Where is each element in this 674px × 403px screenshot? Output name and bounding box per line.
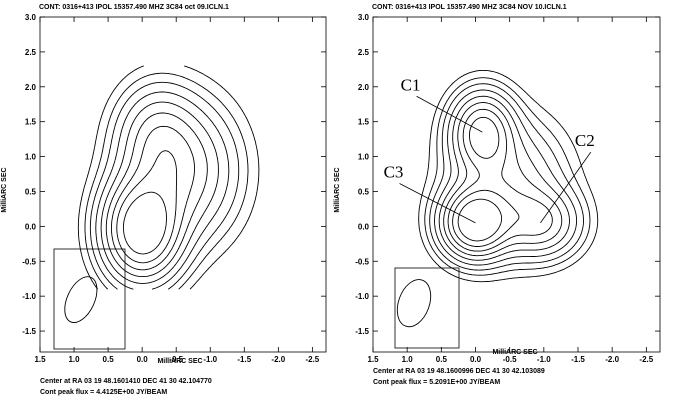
x-tick-label: -0.5: [503, 355, 517, 364]
component-label-c1: C1: [401, 75, 421, 94]
y-tick-label: 2.0: [25, 83, 37, 92]
panel-left-beam-box: [53, 248, 126, 350]
panel-right-title: CONT: 0316+413 IPOL 15357.490 MHZ 3C84 N…: [372, 4, 567, 11]
contour-level-2: [424, 77, 591, 276]
y-tick-label: -1.0: [355, 292, 369, 301]
x-tick-label: 1.0: [68, 355, 80, 364]
component-label-c3: C3: [384, 163, 404, 182]
panel-right-beam-ellipse: [396, 279, 432, 328]
contour-level-1: [418, 69, 599, 283]
x-tick-label: -0.5: [169, 355, 183, 364]
panel-left-xlabel: MilliARC SEC: [157, 358, 202, 365]
contour-level-5: [438, 95, 570, 261]
contour-level-3: [429, 83, 584, 271]
contour-level-9: [457, 198, 503, 242]
component-pointer-c2: [540, 151, 592, 224]
y-tick-label: -0.5: [355, 257, 369, 266]
x-tick-label: 0.5: [103, 355, 115, 364]
y-tick-label: 2.5: [25, 48, 37, 57]
contour-panel-left: CONT: 0316+413 IPOL 15357.490 MHZ 3C84 o…: [1, 4, 327, 396]
contour-level-4: [434, 89, 578, 266]
x-tick-label: 1.5: [367, 355, 379, 364]
panel-left-footer-peak: Cont peak flux = 4.4125E+00 JY/BEAM: [40, 389, 167, 396]
x-tick-label: 1.5: [34, 355, 46, 364]
x-tick-label: 0.0: [137, 355, 149, 364]
component-pointer-c1: [416, 95, 483, 133]
contour-level-1: [77, 65, 260, 290]
contour-level-2: [84, 72, 249, 290]
component-pointer-c3: [399, 183, 476, 224]
x-tick-label: -1.5: [237, 355, 251, 364]
contour-level-9: [122, 191, 167, 255]
contour-level-3: [89, 81, 240, 290]
y-tick-label: -0.5: [22, 257, 36, 266]
panel-left-ticks: 1.5 1.0 0.5 0.0 -0.5 -1.0 -1.5 -2.0 -2.5 3.0 2.5 2.…: [22, 13, 326, 364]
x-tick-label: 0.0: [470, 355, 482, 364]
contour-level-4: [95, 91, 230, 290]
y-tick-label: 0.0: [358, 222, 370, 231]
panel-right-ylabel: MilliARC SEC: [334, 167, 341, 212]
contour-level-8: [116, 150, 178, 264]
x-tick-label: -1.0: [537, 355, 551, 364]
y-tick-label: 0.0: [25, 222, 37, 231]
x-tick-label: -2.0: [605, 355, 619, 364]
panel-left-frame: [39, 16, 327, 353]
x-tick-label: -1.0: [203, 355, 217, 364]
contour-level-7: [111, 125, 195, 271]
contour-level-8: [452, 116, 520, 247]
x-tick-label: -2.5: [639, 355, 653, 364]
y-tick-label: 1.0: [25, 153, 37, 162]
x-tick-label: -2.5: [305, 355, 319, 364]
panel-left-footer-center: Center at RA 03 19 48.1601410 DEC 41 30 …: [40, 378, 212, 385]
panel-right-annotations: C1 C2 C3: [384, 75, 595, 224]
y-tick-label: 1.5: [358, 118, 370, 127]
y-tick-label: 3.0: [358, 13, 370, 22]
contour-level-7: [447, 108, 553, 252]
y-tick-label: 3.0: [25, 13, 37, 22]
panel-right-ticks: 1.5 1.0 0.5 0.0 -0.5 -1.0 -1.5 -2.0 -2.5 3.0 2.5 2.…: [355, 13, 660, 364]
panel-left-contours: [77, 65, 260, 290]
y-tick-label: 0.5: [358, 187, 370, 196]
y-tick-label: 0.5: [25, 187, 37, 196]
x-tick-label: -2.0: [271, 355, 285, 364]
panel-left-beam-ellipse: [64, 276, 98, 323]
panel-right-frame: [372, 16, 661, 353]
component-label-c2: C2: [575, 131, 595, 150]
y-tick-label: 1.5: [25, 118, 37, 127]
panel-right-beam-box: [394, 267, 460, 349]
y-tick-label: 2.0: [358, 83, 370, 92]
contour-panel-right: CONT: 0316+413 IPOL 15357.490 MHZ 3C84 N…: [334, 4, 661, 386]
y-tick-label: -1.5: [22, 327, 36, 336]
y-tick-label: 1.0: [358, 153, 370, 162]
x-tick-label: -1.5: [571, 355, 585, 364]
panel-left-ylabel: MilliARC SEC: [1, 167, 8, 212]
panel-right-footer-peak: Cont peak flux = 5.2091E+00 JY/BEAM: [373, 379, 500, 386]
panel-left-title: CONT: 0316+413 IPOL 15357.490 MHZ 3C84 o…: [39, 4, 229, 11]
contour-level-5: [100, 101, 219, 284]
panel-right-contours: [418, 69, 599, 283]
x-tick-label: 0.5: [436, 355, 448, 364]
y-tick-label: 2.5: [358, 48, 370, 57]
x-tick-label: 1.0: [402, 355, 414, 364]
contour-level-6: [443, 102, 563, 257]
y-tick-label: -1.0: [22, 292, 36, 301]
contour-level-6: [105, 112, 208, 278]
y-tick-label: -1.5: [355, 327, 369, 336]
panel-right-footer-center: Center at RA 03 19 48.1600996 DEC 41 30 …: [373, 368, 545, 375]
panel-right-xlabel: MilliARC SEC: [492, 349, 537, 356]
